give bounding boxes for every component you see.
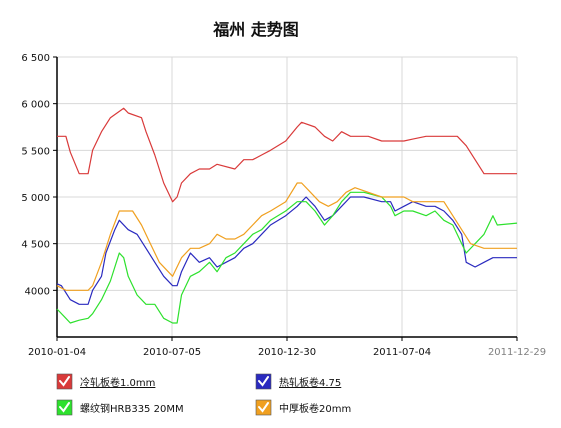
y-tick-label: 6 000 [21, 100, 50, 111]
legend-item: 冷轧板卷1.0mm [56, 373, 155, 390]
checkmark-icon [59, 376, 70, 387]
x-tick-label: 2011-07-04 [373, 347, 431, 358]
chart-title: 福州 走势图 [212, 20, 299, 39]
legend-label: 螺纹钢HRB335 20MM [80, 402, 184, 415]
series-line-3 [56, 191, 518, 324]
checkmark-icon [59, 402, 70, 413]
series-lines [56, 107, 518, 324]
x-tick-label: 2011-12-29 [488, 347, 546, 358]
legend-item: 螺纹钢HRB335 20MM [56, 399, 184, 416]
y-axis-ticks: 4000 4 500 5 000 5 500 6 000 6 500 [21, 53, 57, 297]
y-tick-label: 4 500 [21, 240, 50, 251]
legend-label: 中厚板卷20mm [279, 402, 351, 415]
grid-lines [57, 56, 518, 337]
series-line-2 [56, 196, 517, 305]
legend: 冷轧板卷1.0mm 热轧板卷4.75 螺纹钢HRB335 20MM 中厚板卷20mm [56, 373, 351, 416]
x-tick-label: 2010-07-05 [143, 347, 201, 358]
y-tick-label: 5 000 [21, 193, 50, 204]
series-line-4 [56, 182, 517, 291]
y-tick-label: 4000 [25, 286, 50, 297]
legend-item: 热轧板卷4.75 [255, 373, 341, 390]
y-tick-label: 6 500 [21, 53, 50, 64]
checkmark-icon [258, 402, 269, 413]
legend-label: 冷轧板卷1.0mm [80, 376, 155, 389]
checkmark-icon [258, 376, 269, 387]
x-tick-label: 2010-12-30 [258, 347, 316, 358]
x-tick-label: 2010-01-04 [28, 347, 86, 358]
x-axis-ticks: 2010-01-04 2010-07-05 2010-12-30 2011-07-04… [28, 337, 546, 358]
legend-label: 热轧板卷4.75 [279, 376, 341, 389]
y-tick-label: 5 500 [21, 146, 50, 157]
legend-item: 中厚板卷20mm [255, 399, 351, 416]
series-line-1 [57, 107, 517, 203]
